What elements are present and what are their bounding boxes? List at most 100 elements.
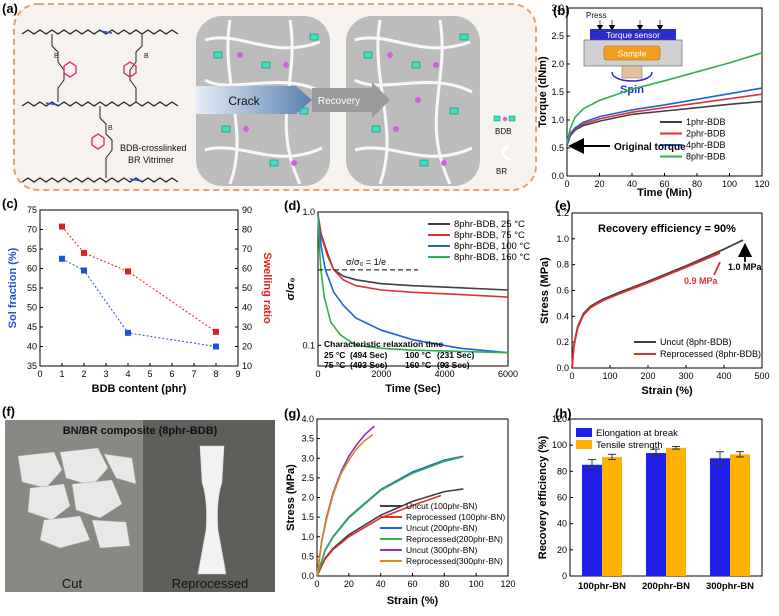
relax-temp: 75 °C xyxy=(324,360,345,370)
x-tick-label: 6 xyxy=(169,369,174,379)
y-tick-label: 30 xyxy=(242,322,252,332)
chart-sol-swelling: 0 1 2 3 4 5 6 7 8 9354045505560657075102030405060… xyxy=(7,205,273,395)
bar xyxy=(710,458,730,576)
x-tick-label: 300 xyxy=(678,371,693,381)
series-line xyxy=(316,494,442,577)
legend-label: 8phr-BDB, 25 °C xyxy=(454,219,525,230)
y-tick-label: 45 xyxy=(27,322,37,332)
y-axis-label: Stress (MPa) xyxy=(285,464,297,531)
y-tick-label: 80 xyxy=(557,466,567,476)
original-torque-label: Original torque xyxy=(614,142,686,153)
y-tick-label: 3.0 xyxy=(301,453,314,463)
x-axis-label: Time (Sec) xyxy=(385,383,441,395)
legend-label: 8phr-BDB xyxy=(686,152,726,162)
x-tick-label: 0 xyxy=(314,579,319,589)
panel-label-e: (e) xyxy=(555,198,571,213)
legend-label: Reprocessed (8phr-BDB) xyxy=(660,349,761,359)
y-tick-label: 0.1 xyxy=(302,340,315,350)
panel-label-a: (a) xyxy=(2,1,18,16)
panel-a-legend: BDB BR xyxy=(493,115,516,176)
legend-label: 8phr-BDB, 100 °C xyxy=(454,241,530,252)
plot-frame xyxy=(317,211,509,367)
legend-label: 8phr-BDB, 75 °C xyxy=(454,230,525,241)
y-tick-label: 0.8 xyxy=(556,260,569,270)
y-tick-label: 0.0 xyxy=(556,363,569,373)
x-tick-label: 40 xyxy=(627,179,637,189)
cut-label: Cut xyxy=(62,576,83,591)
y-tick-label: 60 xyxy=(27,264,37,274)
recovery-arrow xyxy=(312,82,390,118)
annotation-reprocessed: 0.9 MPa xyxy=(684,276,719,286)
x-tick-label: 4 xyxy=(125,369,130,379)
reprocessed-dogbone xyxy=(197,445,227,575)
threshold-label: σ/σ₀ = 1/e xyxy=(346,257,386,267)
x-tick-label: 120 xyxy=(500,579,515,589)
legend-label: Elongation at break xyxy=(596,428,678,439)
x-tick-label: 5 xyxy=(147,369,152,379)
x-tick-label: 0 xyxy=(564,179,569,189)
y-tick-label: 70 xyxy=(27,225,37,235)
x-tick-label: 300phr-BN xyxy=(706,581,754,592)
y-axis-label: Torque (dNm) xyxy=(537,56,549,128)
x-tick-label: 0 xyxy=(569,371,574,381)
y-tick-label: 4.0 xyxy=(301,414,314,424)
series-line xyxy=(566,52,763,143)
relax-time: (231 Sec) xyxy=(437,350,474,360)
y-tick-label: 0.5 xyxy=(551,143,564,153)
series-line xyxy=(317,214,509,298)
y-tick-label: 90 xyxy=(242,205,252,215)
x-tick-label: 20 xyxy=(344,579,354,589)
relax-time: (493 Sec) xyxy=(350,360,387,370)
x-tick-label: 80 xyxy=(692,179,702,189)
x-tick-label: 500 xyxy=(754,371,769,381)
y-tick-label: 2.0 xyxy=(301,493,314,503)
x-tick-label: 400 xyxy=(716,371,731,381)
legend-bdb: BDB xyxy=(495,127,511,136)
recovery-label: Recovery xyxy=(318,96,360,107)
relax-time: (93 Sec) xyxy=(437,360,470,370)
data-point xyxy=(81,267,87,274)
x-tick-label: 4000 xyxy=(435,369,455,379)
series-line xyxy=(61,226,217,333)
x-axis-label: BDB content (phr) xyxy=(92,383,187,395)
panel-label-h: (h) xyxy=(555,406,572,421)
y-tick-label: 0.0 xyxy=(551,171,564,181)
recovery-title: Recovery efficiency = 90% xyxy=(598,223,736,235)
boron-atom: B xyxy=(108,125,113,132)
cut-pieces xyxy=(17,447,137,549)
y-tick-label: 75 xyxy=(27,205,37,215)
annotation-uncut: 1.0 MPa xyxy=(728,262,763,272)
data-point xyxy=(81,249,87,256)
x-tick-label: 100 xyxy=(602,371,617,381)
y-axis-label: Sol fraction (%) xyxy=(7,247,19,328)
x-axis-label: Time (Min) xyxy=(637,187,692,199)
x-tick-label: 1 xyxy=(59,369,64,379)
y-tick-label: 40 xyxy=(27,342,37,352)
x-tick-label: 3 xyxy=(103,369,108,379)
y-tick-label: 50 xyxy=(27,303,37,313)
crack-arrow xyxy=(196,86,312,114)
legend-label: Uncut (300phr-BN) xyxy=(406,545,478,555)
x-tick-label: 100 xyxy=(722,179,737,189)
y-tick-label: 100 xyxy=(552,440,567,450)
data-point xyxy=(125,268,131,275)
relax-temp: 25 °C xyxy=(324,350,345,360)
legend-label: Reprocessed (100phr-BN) xyxy=(406,512,505,522)
y-tick-label: 40 xyxy=(242,303,252,313)
y-tick-label: 80 xyxy=(242,225,252,235)
y-tick-label: 0 xyxy=(562,571,567,581)
bar xyxy=(646,453,666,576)
y-tick-label: 3.0 xyxy=(551,3,564,13)
photo-title: BN/BR composite (8phr-BDB) xyxy=(63,425,218,437)
y-axis-label: Stress (MPa) xyxy=(539,257,551,324)
legend-label: Reprocessed(200phr-BN) xyxy=(406,534,503,544)
x-tick-label: 9 xyxy=(235,369,240,379)
y-tick-label: 120 xyxy=(552,414,567,424)
relax-title: Characteristic relaxation time xyxy=(324,339,443,349)
x-tick-label: 100phr-BN xyxy=(578,581,626,592)
legend-label: Reprocessed(300phr-BN) xyxy=(406,556,503,566)
series-line xyxy=(316,456,461,577)
y-tick-label: 70 xyxy=(242,244,252,254)
y-tick-label: 1.0 xyxy=(551,115,564,125)
y-tick-label: 1.0 xyxy=(301,532,314,542)
